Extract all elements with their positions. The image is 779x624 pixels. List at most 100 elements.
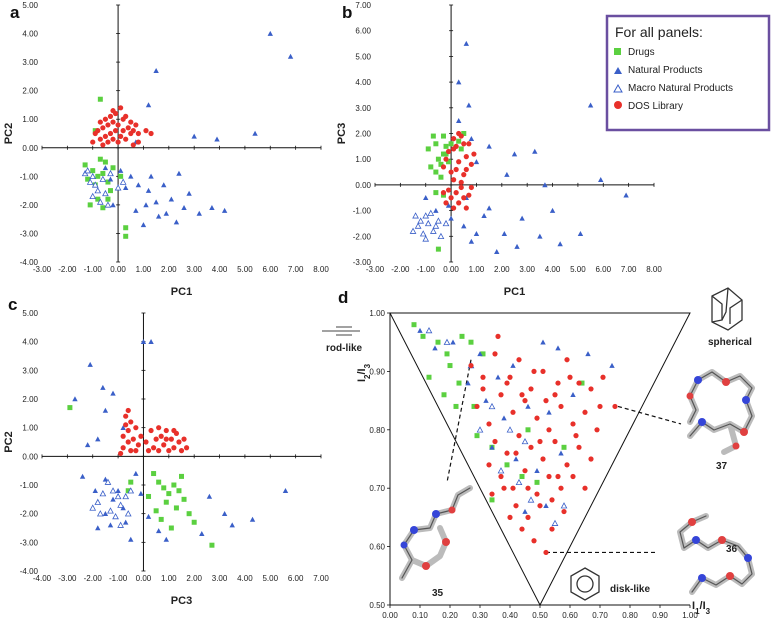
point-c-natural-products-22: [229, 522, 235, 528]
point-b-drugs-8: [438, 174, 444, 180]
point-c-dos-library-0: [120, 445, 126, 451]
point-b-macro-natural-products-1: [417, 217, 425, 224]
point-b-natural-products-4: [468, 135, 475, 141]
x-tick-label-d: 0.40: [502, 611, 518, 620]
point-b-drugs-0: [433, 169, 439, 175]
y-tick-label-c: -1.00: [20, 481, 39, 490]
point-a-natural-products-7: [252, 130, 258, 136]
point-b-drugs-18: [443, 151, 449, 157]
point-d-macro-natural-products-6: [497, 467, 505, 474]
point-c-dos-library-4: [125, 439, 131, 445]
y-tick-label-a: 4.00: [22, 30, 38, 39]
point-a-natural-products-9: [107, 176, 114, 182]
point-c-dos-library-10: [135, 442, 141, 448]
legend-np-marker: [614, 67, 622, 74]
point-d-natural-products-9: [609, 362, 615, 368]
point-a-macro-natural-products-5: [84, 167, 92, 174]
point-d-dos-library-34: [510, 485, 516, 491]
point-d-drugs-14: [504, 462, 510, 468]
y-tick-label-a: -2.00: [20, 201, 39, 210]
point-a-natural-products-18: [221, 207, 228, 213]
point-d-dos-library-28: [540, 456, 546, 462]
rod-like-label: rod-like: [326, 343, 363, 354]
point-c-natural-products-16: [123, 519, 129, 525]
point-c-drugs-8: [173, 505, 179, 511]
point-b-drugs-4: [443, 143, 449, 149]
point-b-natural-products-13: [542, 182, 548, 188]
point-b-natural-products-19: [501, 231, 508, 237]
point-a-dos-library-5: [102, 133, 109, 139]
point-d-natural-products-8: [585, 351, 591, 357]
point-a-natural-products-21: [133, 207, 139, 213]
point-a-natural-products-13: [161, 182, 167, 188]
point-b-natural-products-11: [623, 192, 629, 198]
y-tick-label-d: 0.60: [369, 543, 385, 552]
point-a-dos-library-10: [107, 113, 114, 119]
point-d-dos-library-30: [564, 462, 570, 468]
point-a-dos-library-28: [135, 130, 141, 137]
x-tick-label-a: 4.00: [212, 265, 228, 274]
point-b-macro-natural-products-8: [435, 217, 442, 224]
point-c-natural-products-21: [221, 510, 228, 516]
point-d-macro-natural-products-1: [443, 338, 451, 345]
point-c-drugs-18: [146, 493, 152, 499]
point-c-dos-library-32: [125, 407, 131, 414]
point-d-dos-library-36: [534, 491, 540, 497]
point-c-dos-library-14: [151, 445, 157, 451]
point-c-natural-products-11: [92, 488, 98, 494]
x-tick-label-a: -1.00: [84, 265, 103, 274]
point-b-natural-products-30: [473, 231, 480, 237]
x-tick-label-d: 0.90: [652, 611, 668, 620]
compound-36-label: 36: [726, 544, 738, 555]
point-b-dos-library-2: [445, 148, 452, 155]
series-c-macro-natural-products: [89, 478, 135, 528]
point-d-dos-library-48: [507, 514, 513, 521]
point-a-macro-natural-products-4: [94, 187, 102, 194]
x-tick-label-a: 2.00: [161, 265, 177, 274]
point-d-dos-library-49: [486, 462, 492, 468]
point-d-natural-products-3: [477, 351, 483, 357]
panel-label-d: d: [338, 288, 348, 307]
point-a-dos-library-33: [90, 139, 96, 145]
point-c-dos-library-8: [130, 436, 136, 442]
compound-35-label: 35: [432, 588, 444, 599]
point-c-natural-products-10: [102, 476, 109, 482]
y-tick-label-c: -2.00: [20, 510, 39, 519]
point-d-dos-library-61: [573, 433, 579, 439]
point-b-macro-natural-products-9: [409, 227, 417, 234]
point-a-dos-library-20: [120, 128, 126, 134]
y-tick-label-b: 3.00: [355, 104, 371, 113]
y-tick-label-d: 0.80: [369, 426, 385, 435]
x-tick-label-d: 0.00: [382, 611, 398, 620]
point-d-dos-library-32: [588, 456, 594, 462]
point-d-macro-natural-products-9: [515, 478, 523, 486]
point-c-macro-natural-products-11: [89, 504, 97, 511]
x-tick-label-c: 5.00: [262, 574, 278, 583]
point-a-drugs-12: [87, 202, 93, 208]
y-tick-label-d: 0.50: [369, 601, 385, 610]
y-tick-label-a: 3.00: [22, 58, 38, 67]
point-a-natural-products-2: [153, 67, 159, 73]
point-a-natural-products-12: [145, 187, 152, 193]
point-b-dos-library-7: [456, 159, 462, 165]
point-c-drugs-19: [179, 473, 184, 479]
y-tick-label-a: 5.00: [22, 1, 38, 10]
point-a-dos-library-22: [123, 113, 129, 119]
point-a-macro-natural-products-8: [107, 169, 114, 177]
legend: For all panels: Drugs Natural Products M…: [605, 14, 771, 132]
point-b-dos-library-4: [451, 136, 457, 142]
compound-36-structure: [677, 513, 755, 595]
x-tick-label-c: 3.00: [212, 574, 228, 583]
point-b-macro-natural-products-7: [429, 227, 437, 234]
point-a-natural-products-11: [135, 182, 142, 188]
x-tick-label-c: 1.00: [161, 574, 177, 583]
point-d-dos-library-2: [492, 351, 498, 357]
point-d-dos-library-44: [561, 508, 567, 515]
point-d-dos-library-52: [567, 374, 573, 380]
point-d-natural-products-10: [483, 397, 489, 403]
point-c-natural-products-20: [155, 528, 162, 534]
point-d-macro-natural-products-4: [506, 426, 514, 433]
point-a-dos-library-27: [133, 122, 139, 128]
point-a-dos-library-31: [100, 142, 106, 148]
point-d-macro-natural-products-10: [476, 426, 484, 433]
